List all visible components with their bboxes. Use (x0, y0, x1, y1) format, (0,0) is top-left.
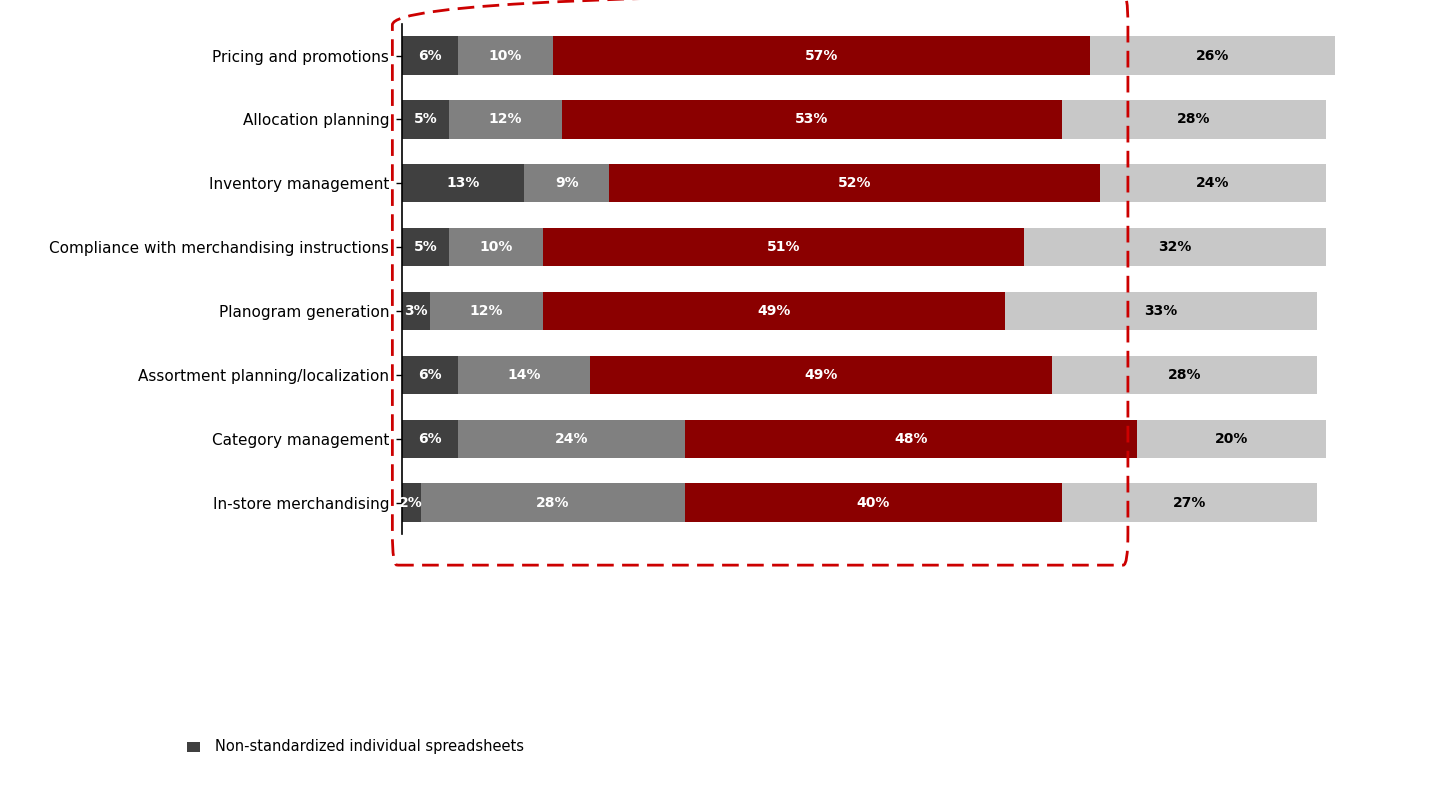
Bar (402, 228, 449, 266)
Text: 12%: 12% (489, 112, 522, 127)
Text: 24%: 24% (555, 432, 588, 446)
Bar (458, 420, 684, 457)
Bar (684, 483, 1062, 522)
Bar (1062, 100, 1326, 138)
Text: 51%: 51% (766, 240, 801, 254)
Text: 13%: 13% (446, 176, 479, 190)
Text: 9%: 9% (555, 176, 578, 190)
Bar (458, 355, 590, 394)
Text: 6%: 6% (418, 432, 442, 446)
Bar (684, 420, 1138, 457)
Bar (544, 228, 1025, 266)
Bar (1062, 483, 1316, 522)
Text: 20%: 20% (1215, 432, 1248, 446)
Bar (420, 483, 684, 522)
Text: 5%: 5% (413, 240, 438, 254)
Text: 53%: 53% (795, 112, 828, 127)
Text: 32%: 32% (1158, 240, 1191, 254)
Text: 57%: 57% (805, 49, 838, 63)
Text: 24%: 24% (1195, 176, 1230, 190)
Text: 27%: 27% (1172, 495, 1205, 509)
Bar (430, 292, 544, 330)
Bar (524, 164, 610, 202)
Bar (402, 164, 524, 202)
Text: 2%: 2% (399, 495, 423, 509)
Bar (590, 355, 1052, 394)
Bar (402, 420, 458, 457)
Bar (449, 100, 563, 138)
Bar (402, 292, 430, 330)
Text: 28%: 28% (1168, 368, 1201, 382)
Text: 6%: 6% (418, 49, 442, 63)
Text: 33%: 33% (1144, 304, 1178, 318)
Text: 12%: 12% (469, 304, 504, 318)
Text: 10%: 10% (479, 240, 512, 254)
Text: 28%: 28% (535, 495, 570, 509)
Bar (610, 164, 1099, 202)
Bar (449, 228, 544, 266)
Text: 10%: 10% (489, 49, 522, 63)
Text: 14%: 14% (508, 368, 541, 382)
Bar (1025, 228, 1326, 266)
Text: Non-standardized individual spreadsheets: Non-standardized individual spreadsheets (215, 739, 524, 755)
Bar (552, 36, 1091, 75)
Bar (1138, 420, 1326, 457)
Text: 26%: 26% (1197, 49, 1230, 63)
Bar (1006, 292, 1316, 330)
Text: 52%: 52% (838, 176, 871, 190)
Bar (1099, 164, 1326, 202)
Bar (402, 100, 449, 138)
Text: 5%: 5% (413, 112, 438, 127)
Text: 3%: 3% (405, 304, 428, 318)
Text: 49%: 49% (758, 304, 791, 318)
Text: 40%: 40% (857, 495, 890, 509)
Bar (402, 483, 420, 522)
Bar (1052, 355, 1316, 394)
Bar (1091, 36, 1336, 75)
Bar (544, 292, 1006, 330)
Text: 49%: 49% (805, 368, 838, 382)
Text: 6%: 6% (418, 368, 442, 382)
Text: 28%: 28% (1177, 112, 1211, 127)
Text: 48%: 48% (894, 432, 928, 446)
Bar (402, 355, 458, 394)
Bar (458, 36, 552, 75)
Bar (402, 36, 458, 75)
Bar (563, 100, 1062, 138)
